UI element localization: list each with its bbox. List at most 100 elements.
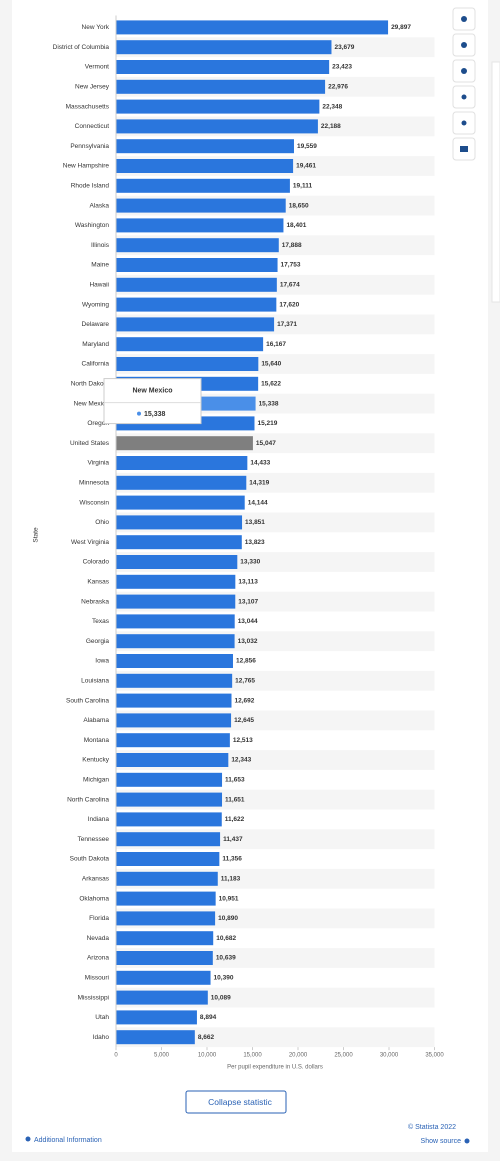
y-tick-label: Kansas xyxy=(87,579,109,586)
icon xyxy=(461,16,467,22)
x-tick-label: 0 xyxy=(114,1053,118,1059)
bar xyxy=(116,99,320,114)
value-label: 19,111 xyxy=(293,183,313,190)
value-label: 11,653 xyxy=(225,777,245,784)
value-label: 11,651 xyxy=(225,796,245,803)
bar xyxy=(116,555,238,569)
y-tick-label: Virginia xyxy=(87,460,109,467)
y-tick-label: North Carolina xyxy=(67,796,109,803)
value-label: 23,679 xyxy=(334,44,354,51)
y-tick-label: South Carolina xyxy=(66,697,109,704)
x-axis-title: Per pupil expenditure in U.S. dollars xyxy=(227,1065,323,1071)
y-tick-label: California xyxy=(82,361,110,368)
y-tick-label: Maine xyxy=(91,262,109,269)
bar xyxy=(116,79,326,94)
bar xyxy=(116,891,216,906)
y-tick-label: Maryland xyxy=(82,341,109,348)
y-tick-label: Alaska xyxy=(89,202,109,209)
bar xyxy=(116,357,259,371)
bar xyxy=(116,574,236,589)
y-tick-label: Nevada xyxy=(87,935,110,942)
bar xyxy=(116,436,253,451)
copyright[interactable]: © Statista 2022 xyxy=(408,1123,456,1131)
y-tick-label: Minnesota xyxy=(79,480,109,487)
bar xyxy=(116,911,216,926)
y-tick-label: Wisconsin xyxy=(79,499,109,506)
bar xyxy=(116,198,286,213)
y-tick-label: Hawaii xyxy=(89,282,109,289)
value-label: 12,765 xyxy=(235,678,255,685)
value-label: 18,401 xyxy=(286,222,306,229)
icon xyxy=(460,146,468,152)
bar xyxy=(116,277,277,292)
bar xyxy=(116,495,245,510)
bar xyxy=(116,139,294,154)
icon xyxy=(461,42,467,48)
value-label: 13,330 xyxy=(240,559,260,566)
value-label: 15,338 xyxy=(259,400,279,407)
bar xyxy=(116,119,318,134)
value-label: 12,343 xyxy=(231,757,251,764)
bar xyxy=(116,238,279,253)
icon xyxy=(461,68,467,74)
value-label: 17,888 xyxy=(282,242,302,249)
collapse-button[interactable] xyxy=(185,1090,287,1114)
y-tick-label: District of Columbia xyxy=(53,44,110,51)
bar xyxy=(116,990,208,1005)
value-label: 17,620 xyxy=(279,301,299,308)
y-tick-label: Indiana xyxy=(88,816,110,823)
show-source-link[interactable]: Show source xyxy=(421,1138,462,1145)
bar xyxy=(116,753,229,767)
value-label: 16,167 xyxy=(266,341,286,348)
value-label: 18,650 xyxy=(289,202,309,209)
y-tick-label: South Dakota xyxy=(70,856,110,863)
y-tick-label: Vermont xyxy=(85,64,109,71)
y-tick-label: Pennsylvania xyxy=(70,143,109,150)
value-label: 11,356 xyxy=(222,856,242,863)
y-tick-label: Kentucky xyxy=(82,757,109,764)
value-label: 12,645 xyxy=(234,717,254,724)
value-label: 11,183 xyxy=(221,876,241,883)
value-label: 19,461 xyxy=(296,163,316,170)
y-tick-label: Idaho xyxy=(93,1034,110,1041)
y-tick-label: New Mexico xyxy=(74,400,110,407)
side-panel xyxy=(491,61,500,303)
bar xyxy=(116,832,221,847)
x-tick-label: 10,000 xyxy=(198,1053,217,1059)
y-tick-label: Oregon xyxy=(87,420,109,427)
x-tick-label: 25,000 xyxy=(334,1053,353,1059)
bar xyxy=(116,456,248,470)
y-tick-label: Rhode Island xyxy=(71,183,110,190)
value-label: 13,851 xyxy=(245,519,265,526)
icon xyxy=(461,94,467,100)
y-tick-label: Florida xyxy=(89,915,109,922)
info-icon xyxy=(25,1136,31,1142)
value-label: 14,433 xyxy=(250,460,270,467)
value-label: 10,951 xyxy=(219,895,239,902)
value-label: 8,662 xyxy=(198,1034,215,1041)
y-tick-label: Georgia xyxy=(86,638,110,645)
bar xyxy=(116,594,236,609)
y-tick-label: Illinois xyxy=(91,242,110,249)
value-label: 12,692 xyxy=(234,697,254,704)
y-tick-label: United States xyxy=(70,440,110,447)
value-label: 12,856 xyxy=(236,658,256,665)
additional-info-link[interactable]: Additional Information xyxy=(34,1137,102,1144)
tooltip-dot xyxy=(137,411,141,416)
value-label: 13,823 xyxy=(245,539,265,546)
y-tick-label: Louisiana xyxy=(81,678,109,685)
collapse-label[interactable]: Collapse statistic xyxy=(208,1097,273,1107)
y-tick-label: Connecticut xyxy=(75,123,110,130)
y-tick-label: Washington xyxy=(75,222,109,229)
bar xyxy=(116,852,220,866)
value-label: 13,113 xyxy=(238,579,258,586)
bar xyxy=(116,871,218,886)
bar xyxy=(116,713,232,728)
value-label: 13,032 xyxy=(238,638,258,645)
bar xyxy=(116,317,275,332)
value-label: 14,319 xyxy=(249,480,269,487)
value-label: 22,188 xyxy=(321,123,341,130)
y-tick-label: Nebraska xyxy=(81,598,109,605)
bar xyxy=(116,614,235,629)
